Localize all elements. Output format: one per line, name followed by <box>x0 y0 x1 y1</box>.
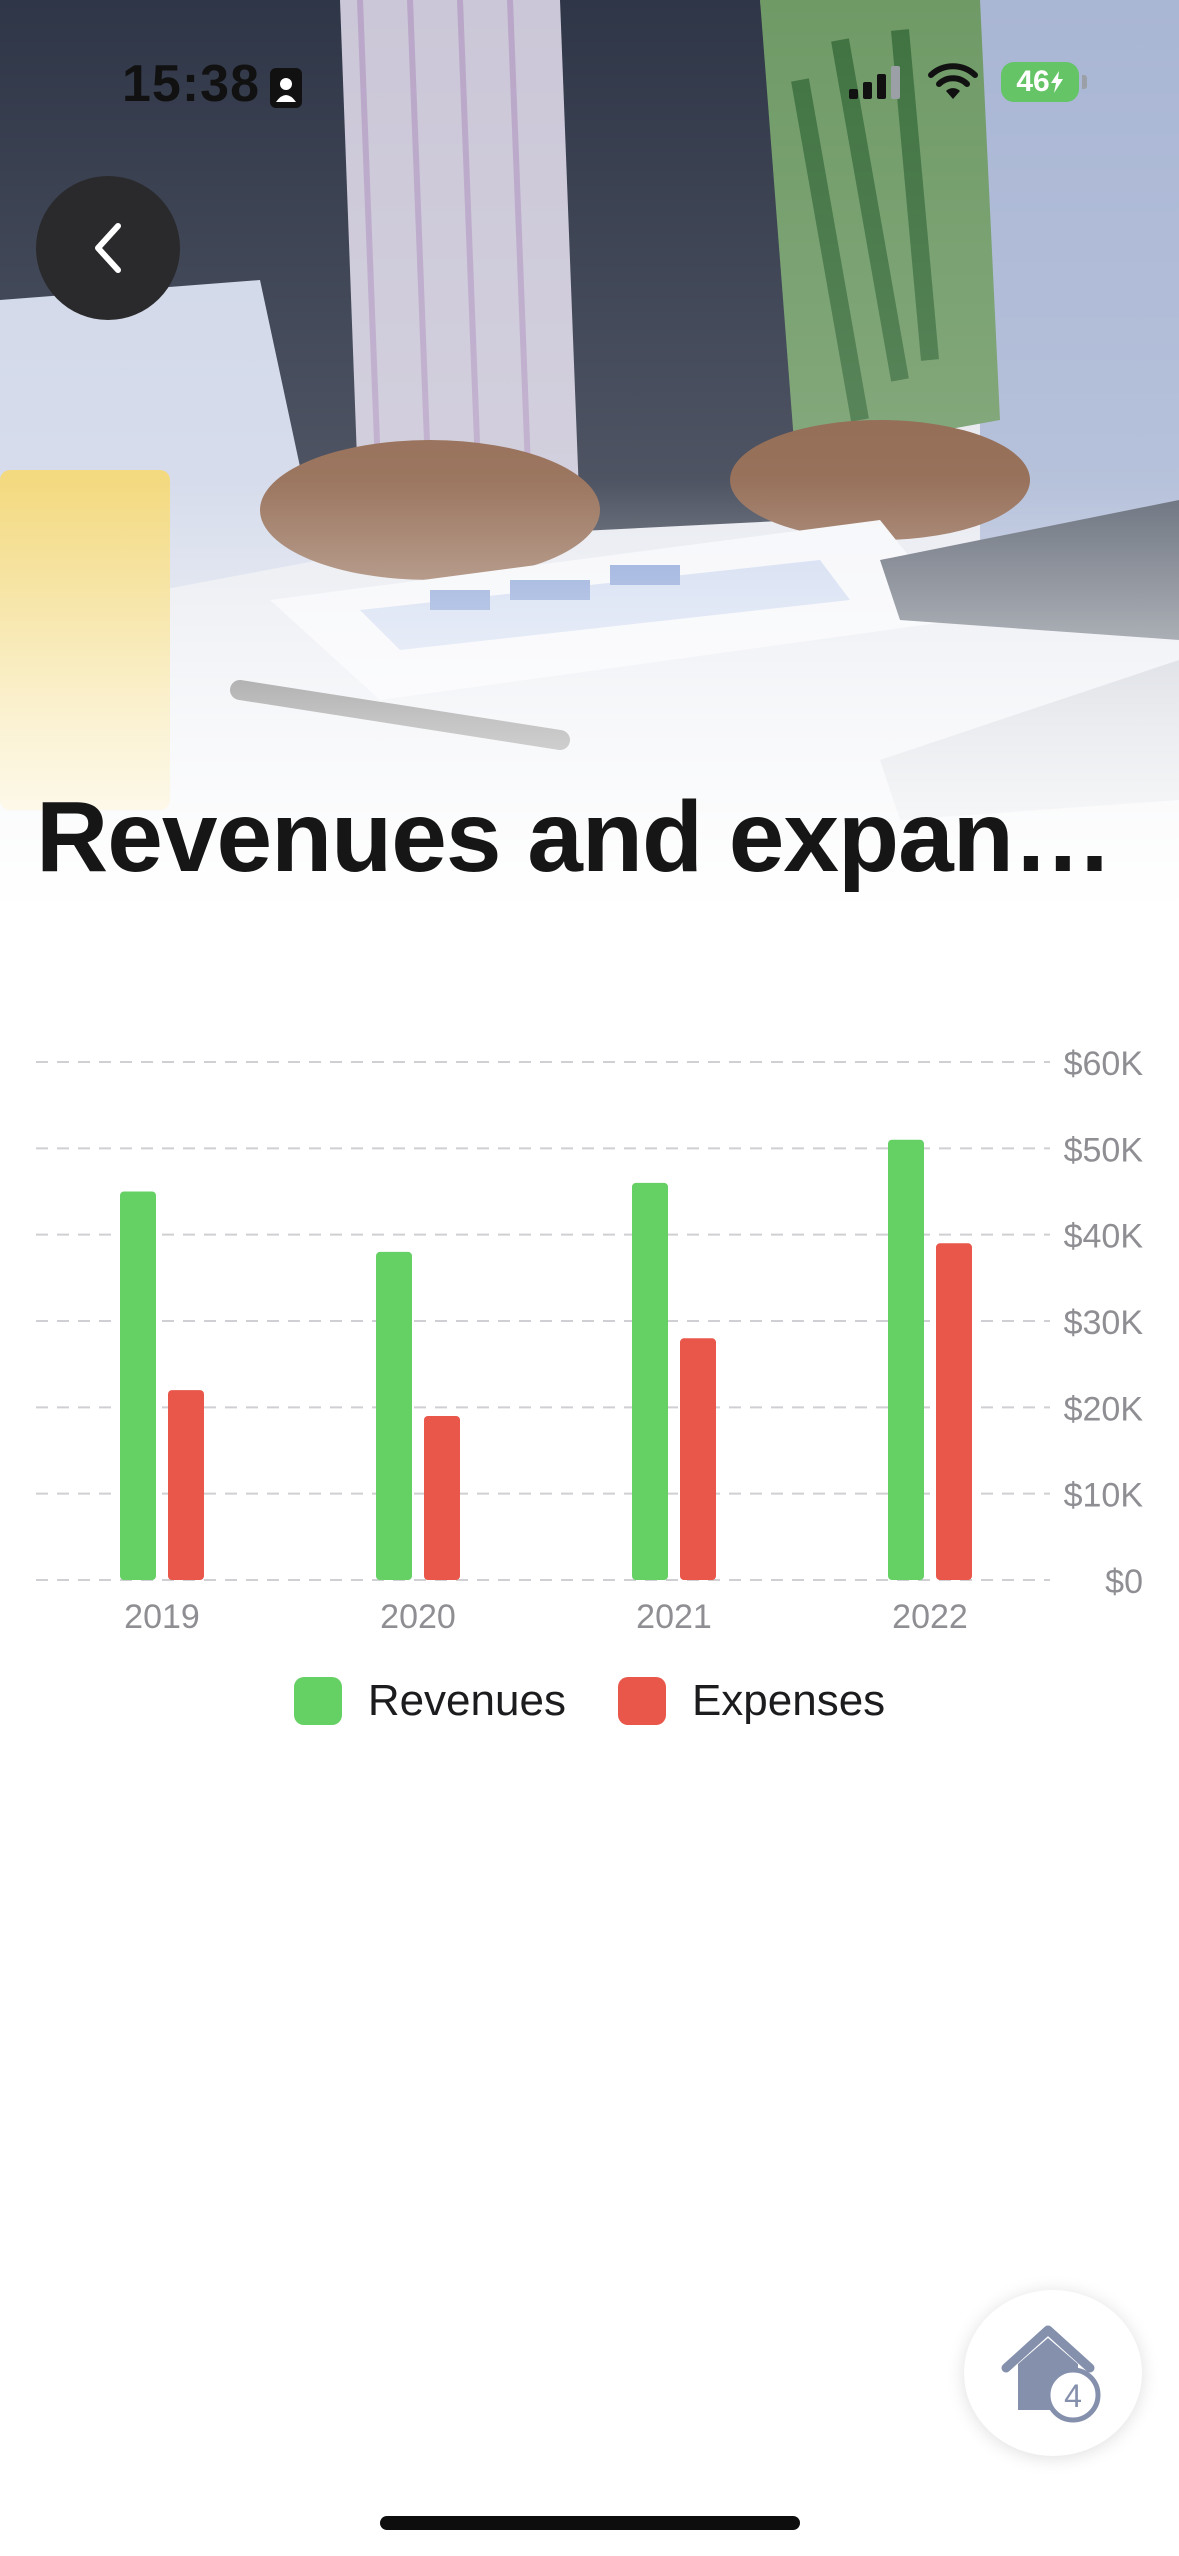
bar-chart: $0 $10K $20K $30K $40K $50K $60K 2019 2020 2021 20… <box>36 1045 1144 1636</box>
chart-legend: Revenues Expenses <box>0 1676 1179 1726</box>
y-tick-label: $20K <box>1064 1390 1144 1428</box>
y-tick-label: $50K <box>1064 1131 1144 1169</box>
bar-expenses-2021[interactable] <box>680 1338 716 1580</box>
y-tick-label: $10K <box>1064 1477 1144 1515</box>
bar-revenues-2019[interactable] <box>120 1191 156 1581</box>
bar-expenses-2022[interactable] <box>936 1243 972 1580</box>
back-button[interactable] <box>36 176 180 320</box>
id-badge-icon <box>270 68 302 108</box>
hero-image <box>0 0 1179 920</box>
charging-bolt-icon <box>1050 71 1063 93</box>
home-button[interactable]: 4 <box>964 2290 1142 2456</box>
legend-label: Expenses <box>691 1676 886 1725</box>
y-tick-label: $40K <box>1064 1218 1144 1256</box>
status-icons: 46 <box>849 62 1087 102</box>
legend-item-revenues[interactable]: Revenues <box>293 1676 566 1726</box>
y-tick-label: $30K <box>1064 1304 1144 1342</box>
status-time: 15:38 <box>122 55 260 113</box>
chevron-left-icon <box>95 223 121 273</box>
bar-revenues-2020[interactable] <box>376 1251 412 1580</box>
hero-fade <box>0 0 1179 920</box>
x-tick-label: 2021 <box>636 1598 712 1636</box>
bar-expenses-2019[interactable] <box>168 1390 204 1580</box>
bar-revenues-2021[interactable] <box>632 1182 668 1580</box>
legend-swatch <box>293 1677 342 1725</box>
home-indicator <box>380 2516 800 2530</box>
battery-level: 46 <box>1016 65 1050 98</box>
y-tick-label: $60K <box>1064 1045 1144 1083</box>
x-tick-label: 2020 <box>380 1598 456 1636</box>
legend-swatch <box>617 1677 666 1725</box>
x-tick-label: 2022 <box>892 1598 968 1636</box>
home-icon: 4 <box>1001 2325 1101 2423</box>
bar-expenses-2020[interactable] <box>424 1415 460 1580</box>
wifi-icon <box>928 63 978 99</box>
battery-indicator: 46 <box>1001 62 1087 102</box>
legend-label: Revenues <box>367 1676 566 1725</box>
cellular-signal-icon <box>849 66 900 99</box>
y-tick-label: $0 <box>1105 1563 1143 1601</box>
legend-item-expenses[interactable]: Expenses <box>617 1676 886 1726</box>
bar-revenues-2022[interactable] <box>888 1139 924 1580</box>
x-tick-label: 2019 <box>124 1598 200 1636</box>
page-title: Revenues and expans... <box>36 781 1146 893</box>
home-badge-count: 4 <box>1064 2378 1082 2414</box>
